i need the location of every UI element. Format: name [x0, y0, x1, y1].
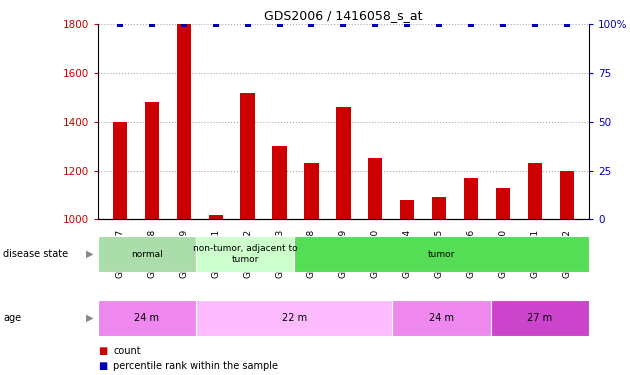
Bar — [496, 188, 510, 219]
Bar — [196, 300, 392, 336]
Text: ■: ■ — [98, 346, 107, 355]
Point — [210, 21, 220, 27]
Bar — [336, 107, 350, 219]
Bar — [113, 122, 127, 219]
Bar — [368, 158, 382, 219]
Text: tumor: tumor — [428, 250, 455, 259]
Bar — [432, 197, 446, 219]
Bar — [464, 178, 478, 219]
Point — [306, 21, 316, 27]
Title: GDS2006 / 1416058_s_at: GDS2006 / 1416058_s_at — [264, 9, 423, 22]
Bar — [272, 146, 287, 219]
Bar — [392, 300, 491, 336]
Bar — [241, 93, 255, 219]
Text: percentile rank within the sample: percentile rank within the sample — [113, 361, 278, 370]
Point — [402, 21, 412, 27]
Bar — [176, 24, 191, 219]
Point — [338, 21, 348, 27]
Bar — [304, 164, 319, 219]
Bar — [400, 200, 415, 219]
Bar — [98, 236, 196, 272]
Point — [275, 21, 285, 27]
Bar — [196, 236, 294, 272]
Point — [243, 21, 253, 27]
Point — [370, 21, 381, 27]
Text: non-tumor, adjacent to
tumor: non-tumor, adjacent to tumor — [193, 244, 297, 264]
Text: ■: ■ — [98, 361, 107, 370]
Bar — [491, 300, 589, 336]
Bar — [294, 236, 589, 272]
Point — [498, 21, 508, 27]
Bar — [98, 300, 196, 336]
Text: age: age — [3, 313, 21, 323]
Text: 27 m: 27 m — [527, 313, 553, 323]
Text: ▶: ▶ — [86, 249, 93, 259]
Point — [179, 21, 189, 27]
Point — [147, 21, 157, 27]
Point — [434, 21, 444, 27]
Bar — [145, 102, 159, 219]
Bar — [559, 171, 574, 219]
Text: count: count — [113, 346, 141, 355]
Point — [115, 21, 125, 27]
Text: 24 m: 24 m — [429, 313, 454, 323]
Text: 24 m: 24 m — [134, 313, 159, 323]
Text: disease state: disease state — [3, 249, 68, 259]
Text: normal: normal — [131, 250, 163, 259]
Text: 22 m: 22 m — [282, 313, 307, 323]
Point — [530, 21, 540, 27]
Bar — [209, 214, 223, 219]
Bar — [528, 164, 542, 219]
Point — [562, 21, 572, 27]
Text: ▶: ▶ — [86, 313, 93, 323]
Point — [466, 21, 476, 27]
